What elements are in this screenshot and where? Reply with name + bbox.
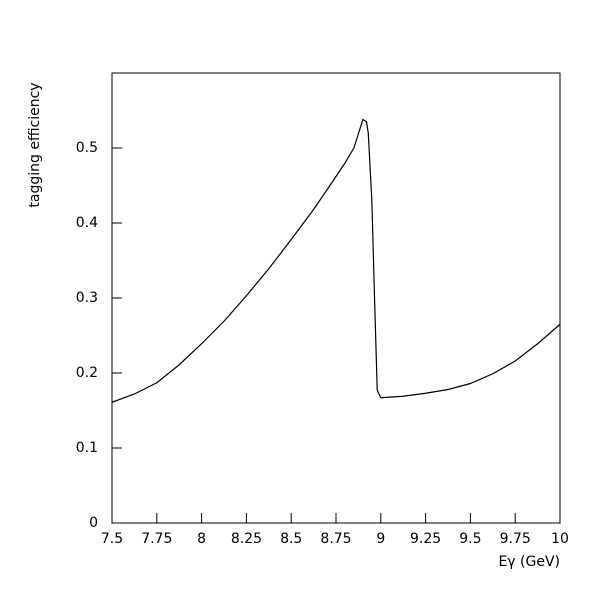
x-axis-label: Eγ (GeV): [498, 554, 560, 570]
y-tick-label: 0.5: [76, 140, 98, 156]
data-line: [111, 118, 561, 403]
plot-frame: [111, 72, 561, 524]
y-axis-label: tagging efficiency: [27, 82, 43, 207]
y-tick-label: 0: [89, 515, 98, 531]
x-tick-label: 7.5: [101, 531, 123, 547]
x-tick-label: 7.75: [141, 531, 172, 547]
x-tick-label: 9.75: [500, 531, 531, 547]
x-tick-label: 8.5: [280, 531, 302, 547]
y-tick-label: 0.3: [76, 290, 98, 306]
x-tick-label: 8: [197, 531, 206, 547]
y-tick-label: 0.4: [76, 215, 98, 231]
y-tick-label: 0.1: [76, 440, 98, 456]
y-tick-label: 0.2: [76, 365, 98, 381]
x-tick-label: 10: [551, 531, 569, 547]
x-tick-label: 9.25: [410, 531, 441, 547]
x-tick-label: 8.75: [320, 531, 351, 547]
x-tick-label: 8.25: [231, 531, 262, 547]
x-tick-label: 9: [376, 531, 385, 547]
x-tick-label: 9.5: [459, 531, 481, 547]
